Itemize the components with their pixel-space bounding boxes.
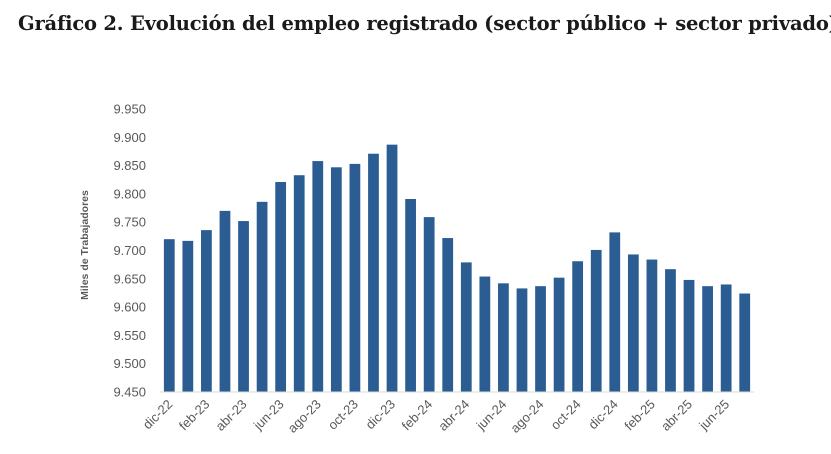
x-tick-label: oct-24 — [548, 397, 584, 433]
bar — [516, 288, 528, 392]
bar — [330, 167, 342, 392]
x-tick-label: oct-23 — [325, 397, 361, 433]
bar — [646, 259, 658, 392]
bar — [275, 182, 287, 392]
bar — [349, 163, 361, 392]
x-tick-label: ago-23 — [285, 397, 324, 436]
bar — [460, 262, 472, 392]
y-tick-label: 9.650 — [113, 271, 146, 286]
bar — [479, 276, 491, 392]
x-tick-label: jun-25 — [695, 397, 732, 434]
y-axis-label: Miles de Trabajadores — [79, 190, 91, 300]
bar — [720, 284, 732, 392]
bar — [405, 198, 416, 392]
y-tick-label: 9.800 — [113, 186, 146, 201]
bar — [498, 283, 509, 392]
bar — [201, 230, 212, 392]
bar-series — [163, 144, 751, 392]
x-tick-label: feb-24 — [399, 397, 436, 434]
y-tick-label: 9.700 — [113, 243, 146, 258]
x-tick-label: abr-25 — [658, 397, 695, 434]
bar — [442, 238, 454, 392]
x-tick-label: abr-23 — [212, 397, 249, 434]
bar — [386, 144, 398, 392]
chart-title: Gráfico 2. Evolución del empleo registra… — [18, 12, 831, 35]
y-tick-label: 9.450 — [113, 385, 146, 400]
bar — [256, 201, 268, 392]
bar — [739, 293, 751, 392]
bar — [702, 286, 713, 392]
bar — [182, 240, 194, 392]
bar — [368, 153, 379, 392]
bar — [312, 161, 324, 392]
y-tick-label: 9.900 — [113, 130, 146, 145]
bar — [535, 286, 546, 392]
bar — [293, 175, 305, 392]
y-tick-label: 9.850 — [113, 158, 146, 173]
bar — [219, 210, 231, 392]
bar — [627, 254, 639, 392]
bar — [683, 279, 695, 392]
y-tick-label: 9.950 — [113, 102, 146, 117]
x-tick-label: dic-22 — [140, 397, 176, 433]
bar — [553, 277, 565, 392]
bar — [163, 239, 175, 392]
bar — [423, 217, 435, 392]
x-tick-label: ago-24 — [507, 397, 546, 436]
x-tick-label: feb-25 — [621, 397, 658, 434]
x-tick-label: dic-24 — [585, 397, 621, 433]
bar — [238, 221, 249, 392]
y-axis: 9.450 9.500 9.550 9.600 9.650 9.700 9.750 9.800… — [113, 102, 146, 400]
y-tick-label: 9.600 — [113, 300, 146, 315]
bar — [665, 269, 676, 392]
y-tick-label: 9.550 — [113, 328, 146, 343]
bar — [572, 261, 584, 392]
y-tick-label: 9.750 — [113, 215, 146, 230]
x-tick-label: jun-24 — [473, 397, 510, 434]
x-tick-label: feb-23 — [176, 397, 213, 434]
y-tick-label: 9.500 — [113, 356, 146, 371]
x-tick-label: jun-23 — [250, 397, 287, 434]
x-tick-label: abr-24 — [435, 397, 472, 434]
x-tick-label: dic-23 — [362, 397, 398, 433]
bar — [590, 249, 602, 392]
bar — [609, 232, 621, 392]
